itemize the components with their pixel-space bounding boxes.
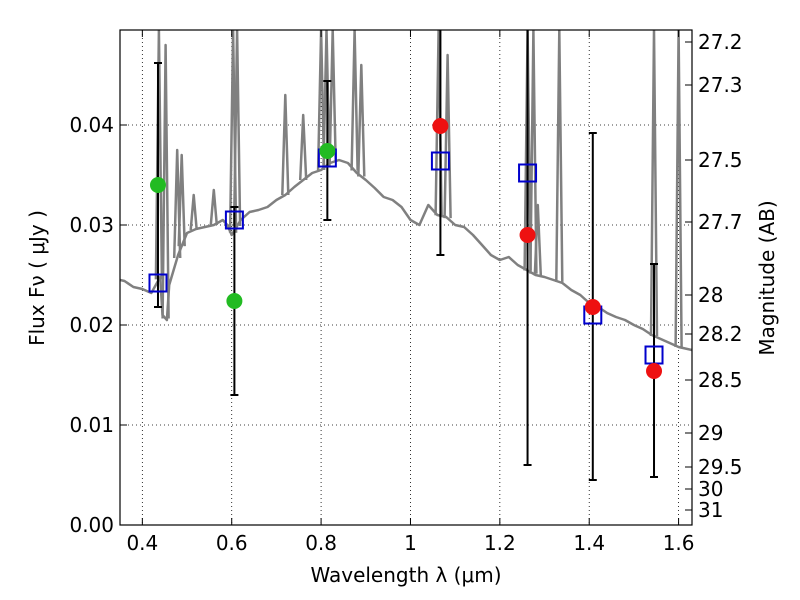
emission-line xyxy=(649,30,659,337)
model-photometry xyxy=(148,148,664,365)
green-data-point xyxy=(319,143,336,159)
x-tick-label: 1 xyxy=(404,531,417,555)
observed-photometry xyxy=(149,118,663,379)
plot-frame xyxy=(119,29,693,526)
emission-line xyxy=(177,153,186,247)
emission-line xyxy=(350,30,359,171)
axis-ticks: 0.4 0.6 0.8 1 1.2 1.4 1.6 0.00 0.01 0.02 0.03 0.04 2… xyxy=(69,30,743,555)
mag-tick-label: 30 xyxy=(698,477,723,501)
model-square xyxy=(430,151,450,171)
x-tick-label: 0.8 xyxy=(305,531,337,555)
emission-line xyxy=(316,30,326,171)
x-tick-label: 0.6 xyxy=(216,531,248,555)
emission-line xyxy=(298,113,308,181)
y-tick-label: 0.03 xyxy=(69,213,114,237)
model-square xyxy=(518,163,538,183)
green-data-point xyxy=(226,293,243,309)
x-tick-label: 0.4 xyxy=(126,531,158,555)
emission-line xyxy=(674,30,683,348)
emission-line xyxy=(161,43,170,319)
y-axis-label: Flux Fν ( μJy ) xyxy=(25,210,49,346)
red-data-point xyxy=(519,227,536,243)
mag-tick-label: 31 xyxy=(698,498,723,522)
y2-axis-label: Magnitude (AB) xyxy=(755,200,779,355)
x-tick-label: 1.6 xyxy=(663,531,695,555)
emission-line xyxy=(443,53,452,219)
mag-tick-label: 29.5 xyxy=(698,455,743,479)
x-tick-label: 1.4 xyxy=(573,531,605,555)
mag-tick-label: 28.2 xyxy=(698,322,743,346)
x-tick-label: 1.2 xyxy=(484,531,516,555)
emission-line xyxy=(281,93,290,196)
mag-tick-label: 27.5 xyxy=(698,148,743,172)
emission-line xyxy=(555,30,564,282)
y-tick-label: 0.00 xyxy=(69,513,114,537)
spectrum-continuum xyxy=(120,158,692,352)
model-square xyxy=(148,273,168,293)
mag-tick-label: 27.2 xyxy=(698,30,743,54)
red-data-point xyxy=(432,118,449,134)
x-axis-label: Wavelength λ (μm) xyxy=(310,563,501,587)
emission-line xyxy=(357,63,366,177)
emission-line xyxy=(154,30,164,280)
red-data-point xyxy=(646,363,663,379)
y-tick-label: 0.04 xyxy=(69,113,114,137)
y-tick-label: 0.02 xyxy=(69,313,114,337)
error-bars xyxy=(153,30,659,481)
mag-tick-label: 28 xyxy=(698,283,723,307)
emission-line xyxy=(328,30,337,163)
mag-tick-label: 27.3 xyxy=(698,73,743,97)
emission-line xyxy=(189,193,198,231)
grid xyxy=(120,30,692,526)
mag-tick-label: 27.7 xyxy=(698,210,743,234)
emission-line xyxy=(529,30,538,274)
mag-tick-label: 28.5 xyxy=(698,368,743,392)
emission-line xyxy=(533,203,543,276)
y-tick-label: 0.01 xyxy=(69,413,114,437)
model-spectrum xyxy=(120,30,692,352)
red-data-point xyxy=(584,299,601,315)
model-square xyxy=(224,210,244,230)
emission-line xyxy=(209,188,219,226)
green-data-point xyxy=(149,177,166,193)
emission-line xyxy=(523,30,532,271)
mag-tick-label: 29 xyxy=(698,421,723,445)
emission-line xyxy=(232,30,242,227)
emission-line xyxy=(322,30,331,166)
